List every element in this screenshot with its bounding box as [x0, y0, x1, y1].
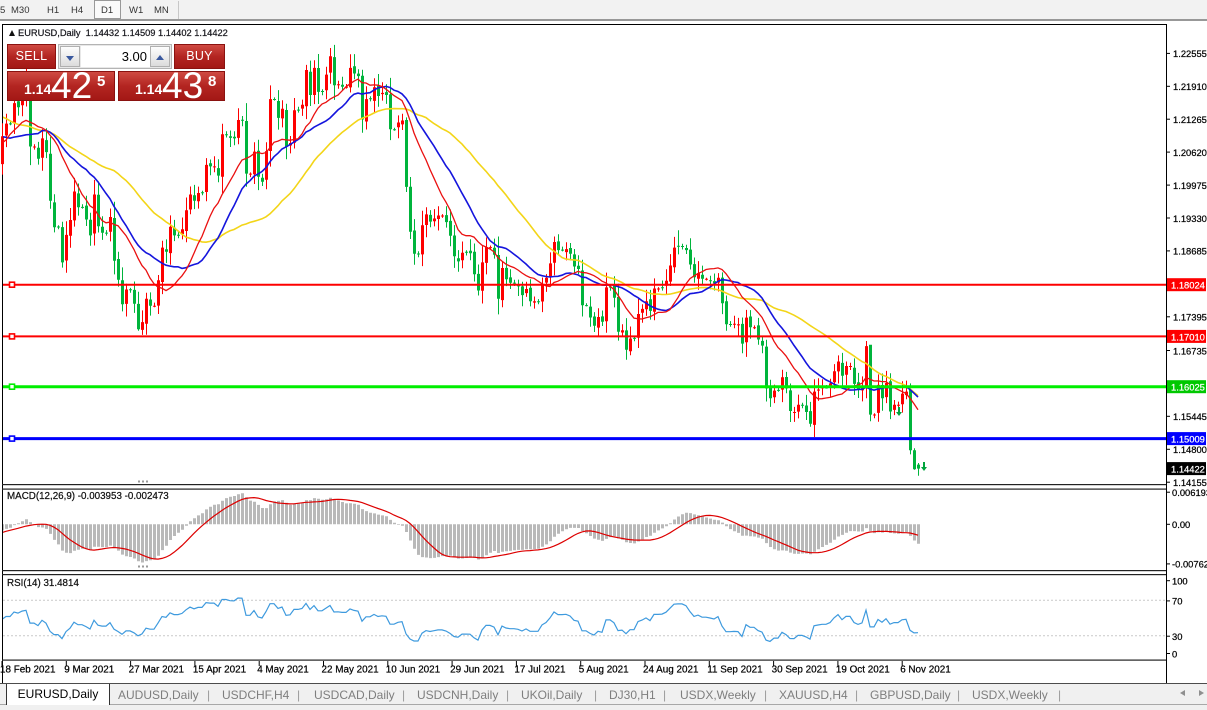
svg-text:1.18685: 1.18685: [1173, 246, 1207, 257]
svg-text:1.14155: 1.14155: [1173, 477, 1207, 488]
svg-text:4 May 2021: 4 May 2021: [257, 664, 309, 675]
svg-text:1.20620: 1.20620: [1173, 147, 1207, 158]
svg-text:22 May 2021: 22 May 2021: [322, 664, 380, 675]
svg-text:24 Aug 2021: 24 Aug 2021: [643, 664, 699, 675]
svg-text:1.14422: 1.14422: [1171, 464, 1205, 475]
svg-text:27 Mar 2021: 27 Mar 2021: [129, 664, 185, 675]
svg-text:100: 100: [1172, 576, 1188, 587]
svg-text:0: 0: [1172, 648, 1177, 659]
svg-text:1.19975: 1.19975: [1173, 180, 1207, 191]
svg-text:15 Apr 2021: 15 Apr 2021: [193, 664, 247, 675]
svg-text:19 Oct 2021: 19 Oct 2021: [836, 664, 890, 675]
svg-text:9 Mar 2021: 9 Mar 2021: [64, 664, 114, 675]
svg-text:1.15445: 1.15445: [1173, 411, 1207, 422]
svg-text:70: 70: [1172, 596, 1182, 607]
svg-text:5 Aug 2021: 5 Aug 2021: [579, 664, 629, 675]
svg-text:17 Jul 2021: 17 Jul 2021: [514, 664, 566, 675]
svg-text:1.15009: 1.15009: [1171, 434, 1205, 445]
svg-text:1.17010: 1.17010: [1171, 331, 1205, 342]
svg-text:1.14800: 1.14800: [1173, 444, 1207, 455]
svg-text:18 Feb 2021: 18 Feb 2021: [0, 664, 56, 675]
svg-text:1.18024: 1.18024: [1171, 280, 1205, 291]
svg-text:1.16735: 1.16735: [1173, 345, 1207, 356]
svg-text:0.00: 0.00: [1172, 519, 1190, 530]
svg-text:1.17395: 1.17395: [1173, 312, 1207, 323]
svg-text:0.006193: 0.006193: [1172, 487, 1207, 498]
svg-text:1.19330: 1.19330: [1173, 213, 1207, 224]
svg-text:6 Nov 2021: 6 Nov 2021: [900, 664, 951, 675]
svg-text:1.22555: 1.22555: [1173, 48, 1207, 59]
svg-text:30: 30: [1172, 631, 1182, 642]
svg-text:11 Sep 2021: 11 Sep 2021: [707, 664, 763, 675]
svg-text:1.16025: 1.16025: [1171, 382, 1205, 393]
svg-text:10 Jun 2021: 10 Jun 2021: [386, 664, 441, 675]
svg-text:1.21265: 1.21265: [1173, 114, 1207, 125]
svg-text:30 Sep 2021: 30 Sep 2021: [772, 664, 829, 675]
svg-text:1.21910: 1.21910: [1173, 81, 1207, 92]
svg-text:29 Jun 2021: 29 Jun 2021: [450, 664, 505, 675]
